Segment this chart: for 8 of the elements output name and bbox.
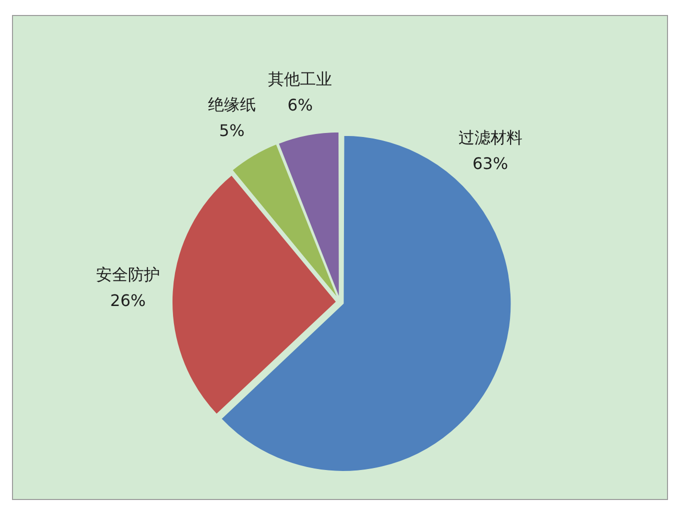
data-label: 63% — [472, 154, 508, 173]
slice-label: 过滤材料 — [458, 128, 522, 147]
data-label: 6% — [287, 95, 313, 114]
data-label: 26% — [110, 290, 146, 310]
slice-label: 绝缘纸 — [208, 95, 256, 114]
slice-label: 安全防护 — [96, 264, 160, 284]
slice-label: 其他工业 — [268, 69, 332, 88]
data-label: 5% — [219, 121, 245, 140]
